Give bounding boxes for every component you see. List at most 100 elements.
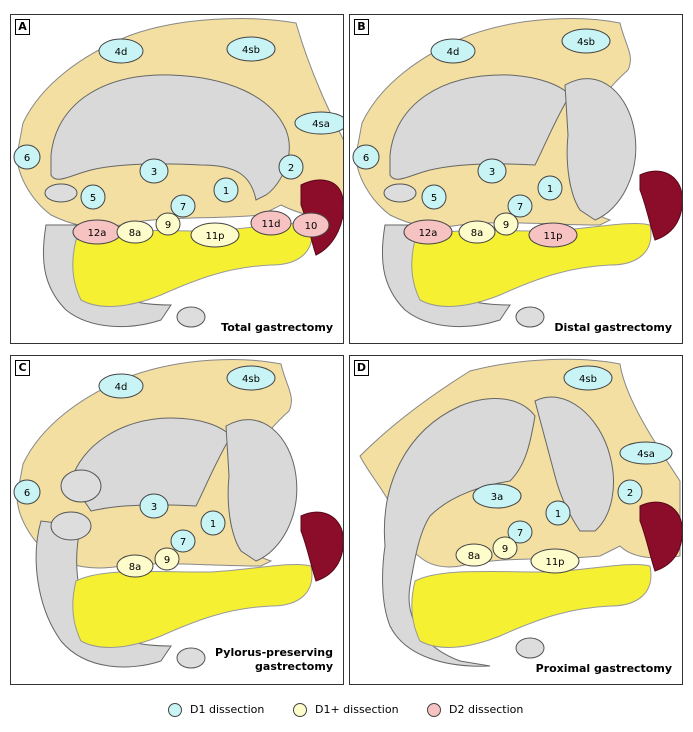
lymph-node-label: 9 (503, 220, 509, 231)
lymph-node-label: 6 (363, 153, 369, 164)
lymph-node-station-1: 1 (200, 510, 226, 536)
lymph-node-marker (507, 194, 533, 218)
lymph-node-station-3: 3 (139, 158, 169, 184)
lymph-node-marker (278, 154, 304, 180)
lymph-node-station-1: 1 (545, 500, 571, 526)
lymph-node-station-3: 3 (477, 158, 507, 184)
lymph-node-label: 8a (129, 562, 142, 573)
lymph-node-label: 8a (129, 228, 142, 239)
esophagus-stump (383, 183, 417, 203)
lymph-node-station-9: 9 (493, 212, 519, 236)
lymph-node-station-4d: 4d (430, 38, 476, 64)
spleen (300, 511, 343, 582)
lymph-nodes: 4d 4sb 6 3 1 79 8a (13, 365, 276, 578)
spleen (639, 170, 682, 241)
diagram-distal-gastrectomy: 4d 4sb 6 3 5 1 79 12a 8a 11p (352, 18, 682, 328)
lymph-node-label: 9 (164, 555, 170, 566)
lymph-node-label: 11p (543, 231, 562, 242)
lymph-node-marker (530, 548, 580, 574)
esophagus-stump (44, 183, 78, 203)
lymph-node-station-9: 9 (154, 547, 180, 571)
lymph-node-label: 4sb (242, 45, 260, 56)
lymph-node-station-1: 1 (213, 177, 239, 203)
panel-b: B 4d 4sb 6 3 5 1 7 9 12a 8a 11p Distal gastrectomy (349, 14, 683, 344)
lymph-node-marker (528, 222, 578, 248)
panel-letter: D (354, 360, 369, 376)
legend-label: D2 dissection (449, 703, 524, 716)
lymph-node-station-4sb: 4sb (226, 36, 276, 62)
lymph-node-station-8a: 8a (116, 220, 154, 244)
lymph-nodes: 4sb 4sa 3a 2 1 79 8a 11p (455, 365, 673, 574)
panel-caption: Distal gastrectomy (554, 321, 672, 334)
lymph-node-station-5: 5 (80, 184, 106, 210)
lymph-node-marker (98, 38, 144, 64)
pancreas (72, 564, 313, 648)
lymph-node-marker (190, 222, 240, 248)
jejunum-stump (176, 306, 206, 328)
jejunum-stump (515, 637, 545, 659)
lymph-node-marker (226, 365, 276, 391)
lymph-node-station-4sb: 4sb (563, 365, 613, 391)
lymph-node-label: 7 (517, 528, 523, 539)
lymph-node-station-5: 5 (421, 184, 447, 210)
lymph-node-label: 2 (288, 163, 294, 174)
stomach (50, 74, 290, 201)
lymph-node-label: 1 (223, 186, 229, 197)
lymph-node-station-6: 6 (13, 144, 41, 170)
legend-label: D1 dissection (190, 703, 265, 716)
lymph-node-label: 10 (305, 221, 318, 232)
lymph-node-station-7: 7 (170, 194, 196, 218)
panel-caption: Total gastrectomy (221, 321, 333, 334)
lymph-node-label: 4sa (637, 449, 655, 460)
lymph-node-marker (292, 212, 330, 238)
lymph-node-marker (139, 493, 169, 519)
lymph-node-station-2: 2 (617, 479, 643, 505)
lymph-node-station-4sa: 4sa (619, 441, 673, 465)
panel-caption: Proximal gastrectomy (535, 662, 672, 675)
stomach (382, 398, 536, 667)
lymph-node-label: 11d (261, 219, 280, 230)
legend: D1 dissection D1+ dissection D2 dissecti… (0, 698, 693, 722)
lymph-node-label: 4sb (579, 374, 597, 385)
lymph-node-station-12a: 12a (72, 219, 122, 245)
lymph-node-label: 8a (471, 228, 484, 239)
panel-letter: B (354, 19, 369, 35)
d1plus-swatch (293, 703, 307, 717)
lymph-node-station-9: 9 (492, 536, 518, 560)
lymph-node-label: 1 (547, 184, 553, 195)
lymph-node-marker (80, 184, 106, 210)
lymph-node-station-4sb: 4sb (226, 365, 276, 391)
lymph-node-station-4d: 4d (98, 373, 144, 399)
stomach-remnant (225, 419, 298, 562)
lymph-node-label: 5 (431, 193, 437, 204)
lymph-node-label: 9 (165, 220, 171, 231)
lymph-node-station-11p: 11p (528, 222, 578, 248)
lymph-node-station-2: 2 (278, 154, 304, 180)
lymph-node-label: 12a (88, 228, 107, 239)
lymph-node-marker (352, 144, 380, 170)
lymph-node-marker (507, 520, 533, 544)
lymph-node-station-6: 6 (352, 144, 380, 170)
lymph-node-station-9: 9 (155, 212, 181, 236)
lymph-node-station-10: 10 (292, 212, 330, 238)
lymph-node-marker (294, 111, 343, 135)
lymph-node-marker (537, 175, 563, 201)
pylorus-stump (60, 469, 102, 503)
lymph-node-label: 4d (115, 382, 128, 393)
lymph-node-label: 7 (180, 537, 186, 548)
legend-label: D1+ dissection (315, 703, 399, 716)
panel-a: A 4d 4sb 4sa 6 3 2 5 1 7 9 12a 8a 11p 11d 10 Total gas… (10, 14, 344, 344)
lymph-node-marker (617, 479, 643, 505)
panel-d: D 4sb 4sa 3a 2 1 7 9 8a 11p Proximal gastrectomy (349, 355, 683, 685)
lymph-node-marker (619, 441, 673, 465)
jejunum-stump (515, 306, 545, 328)
panel-letter: C (15, 360, 30, 376)
lymph-node-station-8a: 8a (455, 543, 493, 567)
lymph-node-marker (458, 220, 496, 244)
lymph-node-label: 1 (555, 509, 561, 520)
lymph-node-marker (545, 500, 571, 526)
lymph-node-label: 4sb (242, 374, 260, 385)
lymph-nodes: 4d 4sb 6 3 5 1 79 12a 8a 11p (352, 28, 611, 248)
lymph-node-marker (116, 554, 154, 578)
lymph-node-marker (421, 184, 447, 210)
